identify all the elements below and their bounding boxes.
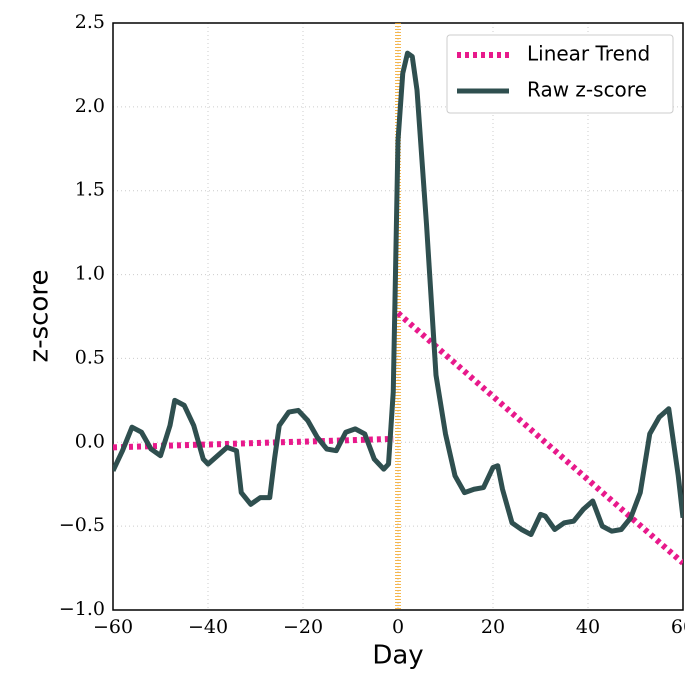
x-tick-label: −20: [283, 616, 323, 638]
data-line: [113, 310, 683, 566]
x-tick-label: 40: [576, 616, 600, 638]
data-line: [113, 50, 683, 538]
y-tick-label: 2.5: [75, 11, 105, 33]
y-tick-label: 1.5: [75, 179, 105, 201]
x-tick-label: 20: [481, 616, 505, 638]
y-axis-label: z-score: [25, 270, 55, 363]
y-tick-label: −0.5: [59, 514, 105, 536]
x-tick-label: 0: [392, 616, 404, 638]
x-tick-label: −40: [188, 616, 228, 638]
x-tick-label: 60: [671, 616, 685, 638]
y-tick-label: 1.0: [75, 263, 105, 285]
x-axis-label: Day: [372, 641, 423, 671]
legend-label: Linear Trend: [527, 42, 650, 66]
y-tick-label: 0.5: [75, 346, 105, 368]
y-tick-label: −1.0: [59, 598, 105, 620]
legend-label: Raw z-score: [527, 78, 647, 102]
x-tick-label: −60: [93, 616, 133, 638]
y-tick-label: 0.0: [75, 430, 105, 452]
y-tick-label: 2.0: [75, 95, 105, 117]
